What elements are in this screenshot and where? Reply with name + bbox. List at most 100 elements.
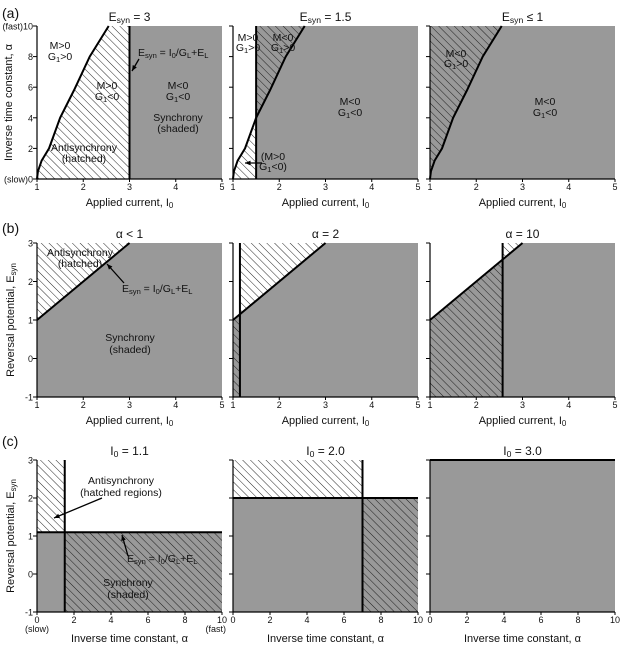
- arrow-head: [121, 535, 126, 541]
- x-tick-label: 2: [277, 400, 282, 410]
- y-tick-label: 3: [28, 456, 33, 466]
- annotation: M<0: [446, 48, 467, 60]
- hatched-region-antisynchrony: [37, 460, 65, 533]
- boundary-line: [36, 25, 110, 180]
- panel-1-2: [229, 25, 419, 182]
- y-tick-label: 3: [28, 239, 33, 249]
- x-axis-label: Applied current, I0: [282, 197, 370, 210]
- x-axis-label: Applied current, I0: [86, 197, 174, 210]
- x-tick-label: 4: [369, 182, 374, 192]
- y-axis-label: Reversal potential, Esyn: [5, 263, 18, 377]
- x-tick-label: 5: [219, 182, 224, 192]
- y-tick-label: (fast)10: [2, 22, 33, 32]
- x-tick-label: 6: [341, 615, 346, 625]
- annotation: G1<0: [95, 91, 120, 104]
- y-tick-label: 0: [28, 570, 33, 580]
- x-tick-label: 4: [369, 400, 374, 410]
- hatched-region-antisynchrony: [430, 259, 503, 397]
- boundary-line: [232, 25, 306, 180]
- annotation: (shaded): [107, 589, 148, 601]
- annotation: G1>0: [271, 42, 296, 55]
- boundary-line: [429, 242, 524, 321]
- x-tick-label: 10: [217, 615, 227, 625]
- shaded-region-synchrony: [129, 26, 222, 179]
- annotation: M>0: [238, 32, 259, 44]
- x-tick-label: 4: [304, 615, 309, 625]
- boundary-line: [429, 25, 503, 180]
- annotation: (hatched): [62, 153, 106, 165]
- arrow: [53, 497, 103, 519]
- annotation: M<0: [168, 80, 189, 92]
- x-tick-label: 0: [230, 615, 235, 625]
- panel-title: I0 = 2.0: [306, 444, 345, 459]
- hatched-region-antisynchrony: [256, 26, 305, 118]
- annotation: G1<0): [259, 161, 287, 174]
- x-tick-label: 4: [108, 615, 113, 625]
- x-tick-label: 3: [520, 182, 525, 192]
- x-tick-label: 0: [34, 615, 39, 625]
- annotation: Esyn = I0/GL+EL: [127, 553, 198, 566]
- x-tick-label: 3: [323, 182, 328, 192]
- x-tick-label: 4: [173, 182, 178, 192]
- x-tick-label: 2: [267, 615, 272, 625]
- hatched-region-antisynchrony: [233, 314, 240, 397]
- annotation: Antisynchrony: [47, 247, 114, 259]
- panel-title: α < 1: [116, 227, 144, 241]
- x-axis-label: Inverse time constant, α: [464, 633, 582, 645]
- x-axis-label: Applied current, I0: [479, 197, 567, 210]
- arrow-head: [107, 264, 113, 270]
- y-tick-label: 0: [28, 354, 33, 364]
- arrow-head: [54, 513, 60, 519]
- panel-title: α = 2: [312, 227, 340, 241]
- y-tick-label: 1: [28, 316, 33, 326]
- annotation: G1>0: [236, 42, 261, 55]
- x-tick-label: 1: [34, 182, 39, 192]
- panel-3-3: [426, 459, 616, 615]
- panel-title: Esyn ≤ 1: [502, 10, 544, 25]
- x-tick-label: 5: [415, 400, 420, 410]
- shaded-region-synchrony: [430, 460, 615, 612]
- x-tick-label: 6: [145, 615, 150, 625]
- x-axis-label: Inverse time constant, α: [71, 633, 189, 645]
- x-tick-label: 1: [34, 400, 39, 410]
- annotation: Synchrony: [103, 577, 153, 589]
- x-tick-label: 1: [230, 400, 235, 410]
- panel-title: I0 = 3.0: [503, 444, 542, 459]
- x-tick-label-fast: (fast): [205, 624, 226, 634]
- arrow-head: [132, 65, 137, 71]
- boundary-line: [232, 242, 327, 321]
- x-tick-label: 10: [413, 615, 423, 625]
- x-tick-label: 0: [427, 615, 432, 625]
- x-tick-label: 2: [81, 182, 86, 192]
- x-tick-label: 2: [81, 400, 86, 410]
- x-tick-label: 4: [173, 400, 178, 410]
- panel-title: Esyn = 1.5: [300, 10, 352, 25]
- x-tick-label: 4: [566, 400, 571, 410]
- boundary-line: [36, 242, 131, 321]
- x-tick-label-slow: (slow): [25, 624, 49, 634]
- annotation: M<0: [340, 96, 361, 108]
- annotation: G1<0: [533, 107, 558, 120]
- y-tick-label: 1: [28, 532, 33, 542]
- annotation: (M>0: [261, 151, 285, 163]
- panel-title: Esyn = 3: [109, 10, 151, 25]
- hatched-region-antisynchrony: [233, 460, 363, 498]
- hatched-region-antisynchrony: [37, 26, 130, 179]
- y-tick-label: 8: [28, 52, 33, 62]
- annotation: (hatched): [58, 258, 102, 270]
- x-axis-label: Applied current, I0: [282, 415, 370, 428]
- panel-2-2: [229, 242, 419, 400]
- annotation: Synchrony: [153, 112, 203, 124]
- x-tick-label: 2: [277, 182, 282, 192]
- x-tick-label: 10: [610, 615, 620, 625]
- x-tick-label: 1: [427, 400, 432, 410]
- y-axis-label: Inverse time constant, α: [3, 43, 15, 161]
- shaded-region-synchrony: [256, 26, 418, 179]
- x-tick-label: 2: [464, 615, 469, 625]
- y-tick-label: 4: [28, 113, 33, 123]
- x-tick-label: 3: [323, 400, 328, 410]
- annotation: (hatched regions): [80, 487, 162, 499]
- y-tick-label: 2: [28, 277, 33, 287]
- annotation: Esyn = I0/GL+EL: [138, 47, 209, 60]
